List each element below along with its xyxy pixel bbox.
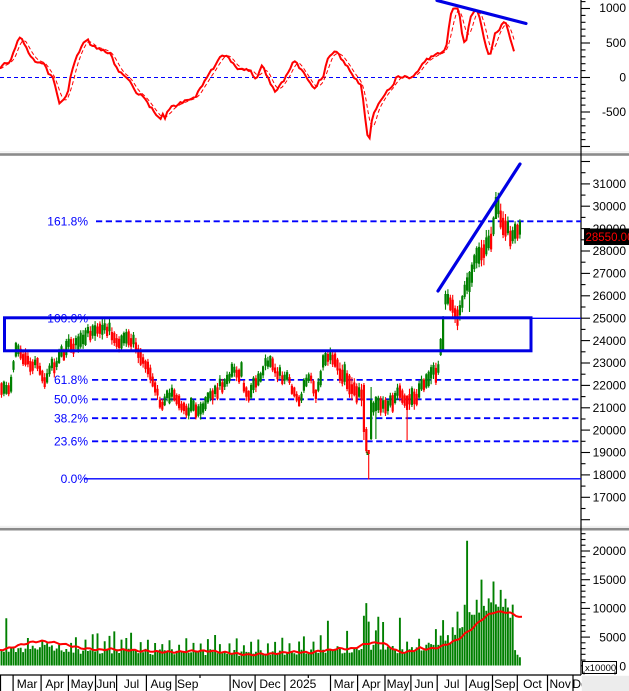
svg-text:Nov: Nov	[232, 677, 253, 691]
svg-text:May: May	[387, 677, 410, 691]
svg-text:38.2%: 38.2%	[54, 411, 88, 425]
svg-text:30000: 30000	[593, 199, 627, 213]
svg-text:28000: 28000	[593, 244, 627, 258]
svg-text:26000: 26000	[593, 289, 627, 303]
svg-text:Jul: Jul	[124, 677, 139, 691]
svg-text:24000: 24000	[593, 334, 627, 348]
svg-text:31000: 31000	[593, 177, 627, 191]
svg-text:Apr: Apr	[45, 677, 64, 691]
svg-text:61.8%: 61.8%	[54, 373, 88, 387]
svg-text:18000: 18000	[593, 468, 627, 482]
svg-text:161.8%: 161.8%	[47, 215, 88, 229]
svg-text:Jun: Jun	[96, 677, 115, 691]
svg-text:Mar: Mar	[17, 677, 38, 691]
svg-text:15000: 15000	[593, 573, 627, 587]
svg-text:May: May	[71, 677, 94, 691]
svg-text:2025: 2025	[290, 677, 317, 691]
svg-text:Dec: Dec	[259, 677, 280, 691]
svg-text:20000: 20000	[593, 423, 627, 437]
svg-text:Aug: Aug	[151, 677, 172, 691]
svg-text:27000: 27000	[593, 267, 627, 281]
svg-text:Oct: Oct	[523, 677, 542, 691]
svg-text:0: 0	[619, 71, 626, 85]
svg-text:28550.00: 28550.00	[586, 232, 629, 244]
svg-text:Nov: Nov	[550, 677, 571, 691]
svg-text:1000: 1000	[599, 1, 626, 15]
svg-text:Apr: Apr	[362, 677, 381, 691]
svg-text:5000: 5000	[599, 630, 626, 644]
svg-text:50.0%: 50.0%	[54, 393, 88, 407]
svg-text:23.6%: 23.6%	[54, 435, 88, 449]
svg-text:19000: 19000	[593, 446, 627, 460]
svg-text:Sep: Sep	[494, 677, 516, 691]
svg-text:0: 0	[619, 660, 626, 674]
svg-text:500: 500	[606, 36, 626, 50]
svg-text:Jul: Jul	[444, 677, 459, 691]
svg-text:17000: 17000	[593, 491, 627, 505]
svg-text:x10000: x10000	[585, 663, 616, 674]
svg-text:22000: 22000	[593, 379, 627, 393]
svg-text:20000: 20000	[593, 544, 627, 558]
svg-text:-500: -500	[602, 105, 626, 119]
svg-text:10000: 10000	[593, 602, 627, 616]
svg-text:Aug: Aug	[469, 677, 490, 691]
svg-text:Sep: Sep	[177, 677, 199, 691]
svg-text:25000: 25000	[593, 311, 627, 325]
svg-text:Jun: Jun	[414, 677, 433, 691]
svg-text:21000: 21000	[593, 401, 627, 415]
svg-text:23000: 23000	[593, 356, 627, 370]
svg-text:0.0%: 0.0%	[61, 472, 89, 486]
svg-text:Mar: Mar	[334, 677, 355, 691]
